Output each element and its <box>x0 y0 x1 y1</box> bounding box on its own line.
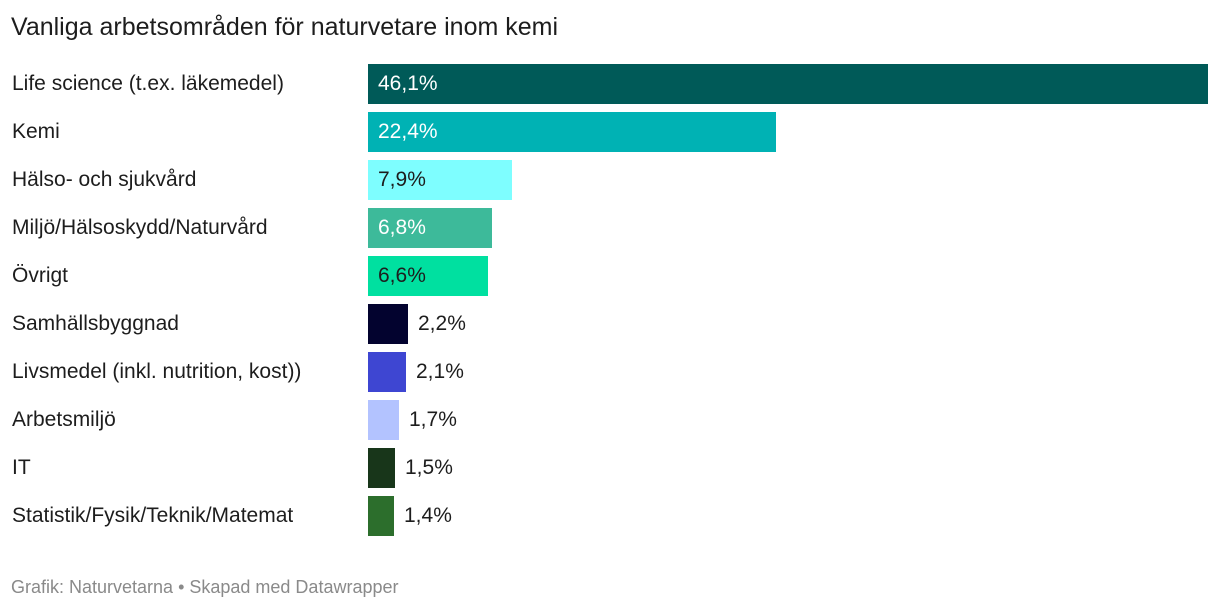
bar-value-label: 1,5% <box>405 456 453 479</box>
bar-value-label: 1,4% <box>404 504 452 527</box>
bar-value-label: 6,8% <box>378 216 426 239</box>
bar <box>368 496 394 536</box>
bar-value-label: 2,1% <box>416 360 464 383</box>
bar-value-label: 46,1% <box>378 72 438 95</box>
bar <box>368 352 406 392</box>
category-label: Livsmedel (inkl. nutrition, kost)) <box>12 360 302 383</box>
bar-value-label: 22,4% <box>378 120 438 143</box>
bar <box>368 400 399 440</box>
bar-value-label: 7,9% <box>378 168 426 191</box>
category-label: IT <box>12 456 31 479</box>
category-label: Life science (t.ex. läkemedel) <box>12 72 284 95</box>
category-label: Arbetsmiljö <box>12 408 116 431</box>
category-label: Kemi <box>12 120 60 143</box>
chart-footer-credit: Grafik: Naturvetarna • Skapad med Datawr… <box>11 577 399 597</box>
category-label: Statistik/Fysik/Teknik/Matemat <box>12 504 294 527</box>
category-label: Samhällsbyggnad <box>12 312 179 335</box>
bar-value-label: 6,6% <box>378 264 426 287</box>
bar <box>368 304 408 344</box>
bar <box>368 112 776 152</box>
bar <box>368 160 512 200</box>
bar <box>368 208 492 248</box>
bar-value-label: 2,2% <box>418 312 466 335</box>
chart-title: Vanliga arbetsområden för naturvetare in… <box>11 13 559 41</box>
bar-value-label: 1,7% <box>409 408 457 431</box>
category-label: Miljö/Hälsoskydd/Naturvård <box>12 216 268 239</box>
category-label: Övrigt <box>12 264 69 287</box>
bar <box>368 448 395 488</box>
bar <box>368 64 1208 104</box>
category-label: Hälso- och sjukvård <box>12 168 197 191</box>
bar <box>368 256 488 296</box>
